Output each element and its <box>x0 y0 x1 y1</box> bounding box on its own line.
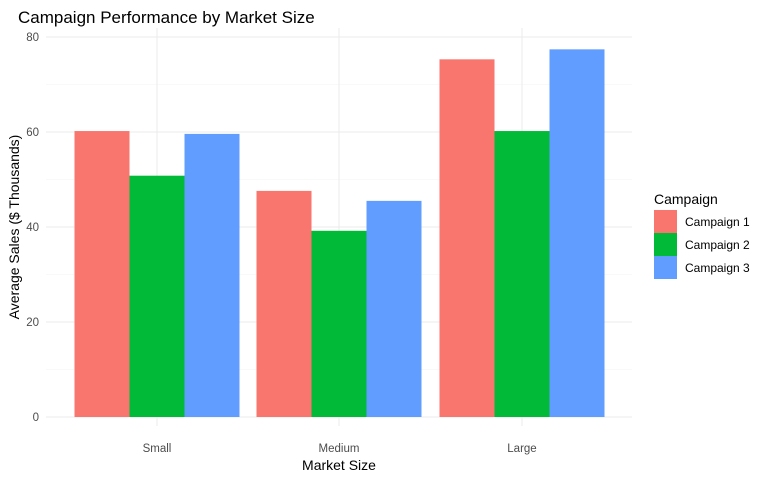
legend-label: Campaign 2 <box>685 238 750 252</box>
bar <box>549 49 605 417</box>
y-tick-label: 40 <box>26 222 39 234</box>
x-axis-ticks: Small Medium Large <box>143 443 537 455</box>
x-tick-label: Large <box>507 443 536 455</box>
chart-title: Campaign Performance by Market Size <box>18 8 315 27</box>
legend-title: Campaign <box>654 191 718 207</box>
y-tick-label: 80 <box>26 32 39 44</box>
y-tick-label: 0 <box>33 412 39 424</box>
bar <box>184 133 240 417</box>
bars <box>74 49 605 418</box>
legend: Campaign Campaign 1 Campaign 2 Campaign 3 <box>654 191 750 279</box>
y-axis-ticks: 0 20 40 60 80 <box>26 32 39 424</box>
bar <box>256 190 312 417</box>
legend-swatch <box>654 233 677 256</box>
x-tick-label: Medium <box>319 443 360 455</box>
y-tick-label: 60 <box>26 127 39 139</box>
legend-items: Campaign 1 Campaign 2 Campaign 3 <box>654 210 750 279</box>
y-tick-label: 20 <box>26 317 39 329</box>
x-tick-label: Small <box>143 443 172 455</box>
legend-swatch <box>654 210 677 233</box>
y-axis-title: Average Sales ($ Thousands) <box>6 135 22 320</box>
legend-swatch <box>654 256 677 279</box>
bar <box>494 131 550 418</box>
x-axis-title: Market Size <box>302 457 376 473</box>
bar <box>311 230 367 417</box>
legend-label: Campaign 1 <box>685 215 750 229</box>
legend-label: Campaign 3 <box>685 261 750 275</box>
bar <box>74 131 130 418</box>
bar <box>366 200 422 417</box>
bar <box>129 175 185 417</box>
bar <box>439 59 495 417</box>
